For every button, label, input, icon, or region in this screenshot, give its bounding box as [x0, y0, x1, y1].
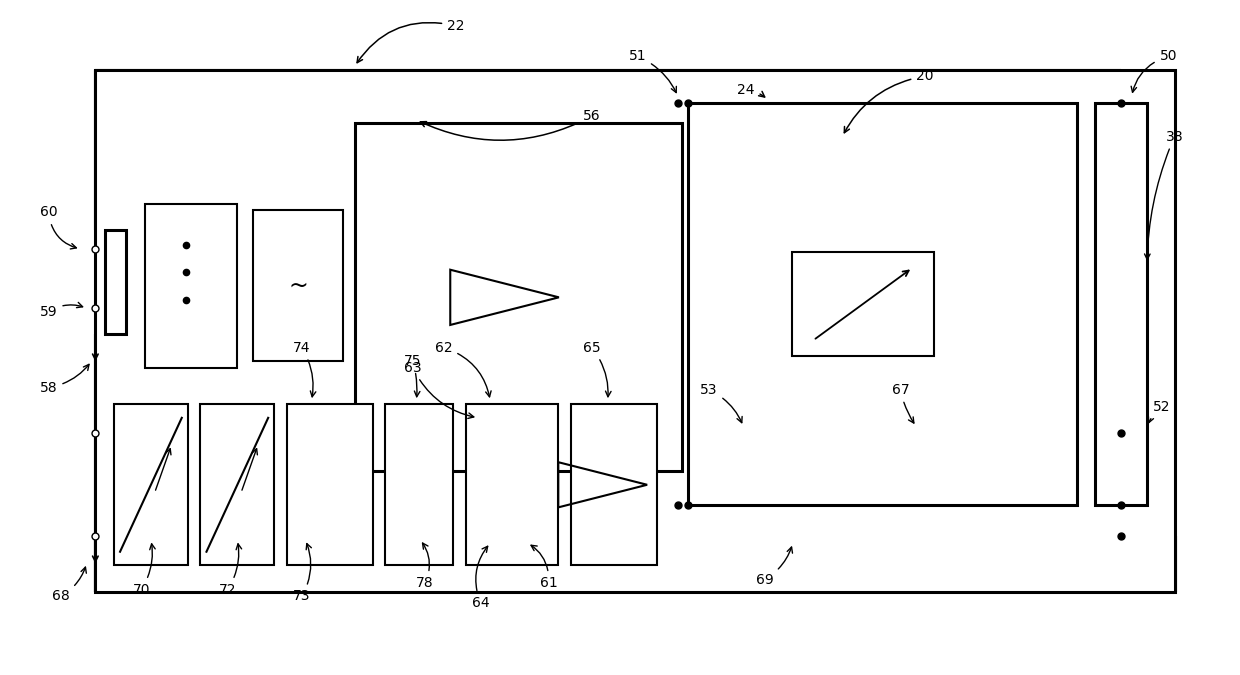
Text: 59: 59	[40, 302, 83, 319]
Text: 56: 56	[420, 109, 600, 140]
Bar	[792, 252, 934, 356]
Text: 22: 22	[357, 19, 465, 63]
Bar	[286, 404, 373, 565]
Text: 52: 52	[1148, 400, 1171, 423]
Bar	[570, 404, 657, 565]
Bar	[1095, 103, 1147, 505]
Bar	[105, 230, 126, 334]
Bar	[201, 404, 274, 565]
Text: 53: 53	[701, 383, 742, 423]
Text: 60: 60	[40, 205, 77, 249]
Text: 51: 51	[629, 49, 676, 92]
Text: 62: 62	[435, 341, 491, 397]
Text: 64: 64	[472, 546, 490, 610]
Text: 38: 38	[1145, 130, 1183, 259]
Text: 72: 72	[218, 544, 242, 597]
Bar	[95, 70, 1176, 592]
Text: 68: 68	[52, 567, 87, 603]
Text: 63: 63	[404, 360, 474, 418]
Bar	[688, 103, 1076, 505]
Text: 78: 78	[417, 543, 434, 590]
Bar	[253, 211, 343, 361]
Text: 73: 73	[293, 543, 311, 603]
Text: 65: 65	[583, 341, 611, 397]
Bar	[386, 404, 454, 565]
Text: 67: 67	[892, 383, 914, 423]
Text: 58: 58	[40, 364, 89, 395]
Bar	[145, 204, 237, 368]
Bar	[466, 404, 558, 565]
Text: 74: 74	[293, 341, 316, 397]
Bar	[114, 404, 188, 565]
Text: 75: 75	[404, 354, 422, 397]
Text: 69: 69	[756, 547, 792, 587]
Text: ~: ~	[289, 273, 309, 298]
Bar	[355, 124, 682, 471]
Text: 70: 70	[133, 544, 155, 597]
Text: 24: 24	[738, 82, 765, 97]
Text: 20: 20	[844, 69, 934, 133]
Text: 61: 61	[531, 545, 558, 590]
Text: 50: 50	[1131, 49, 1177, 92]
